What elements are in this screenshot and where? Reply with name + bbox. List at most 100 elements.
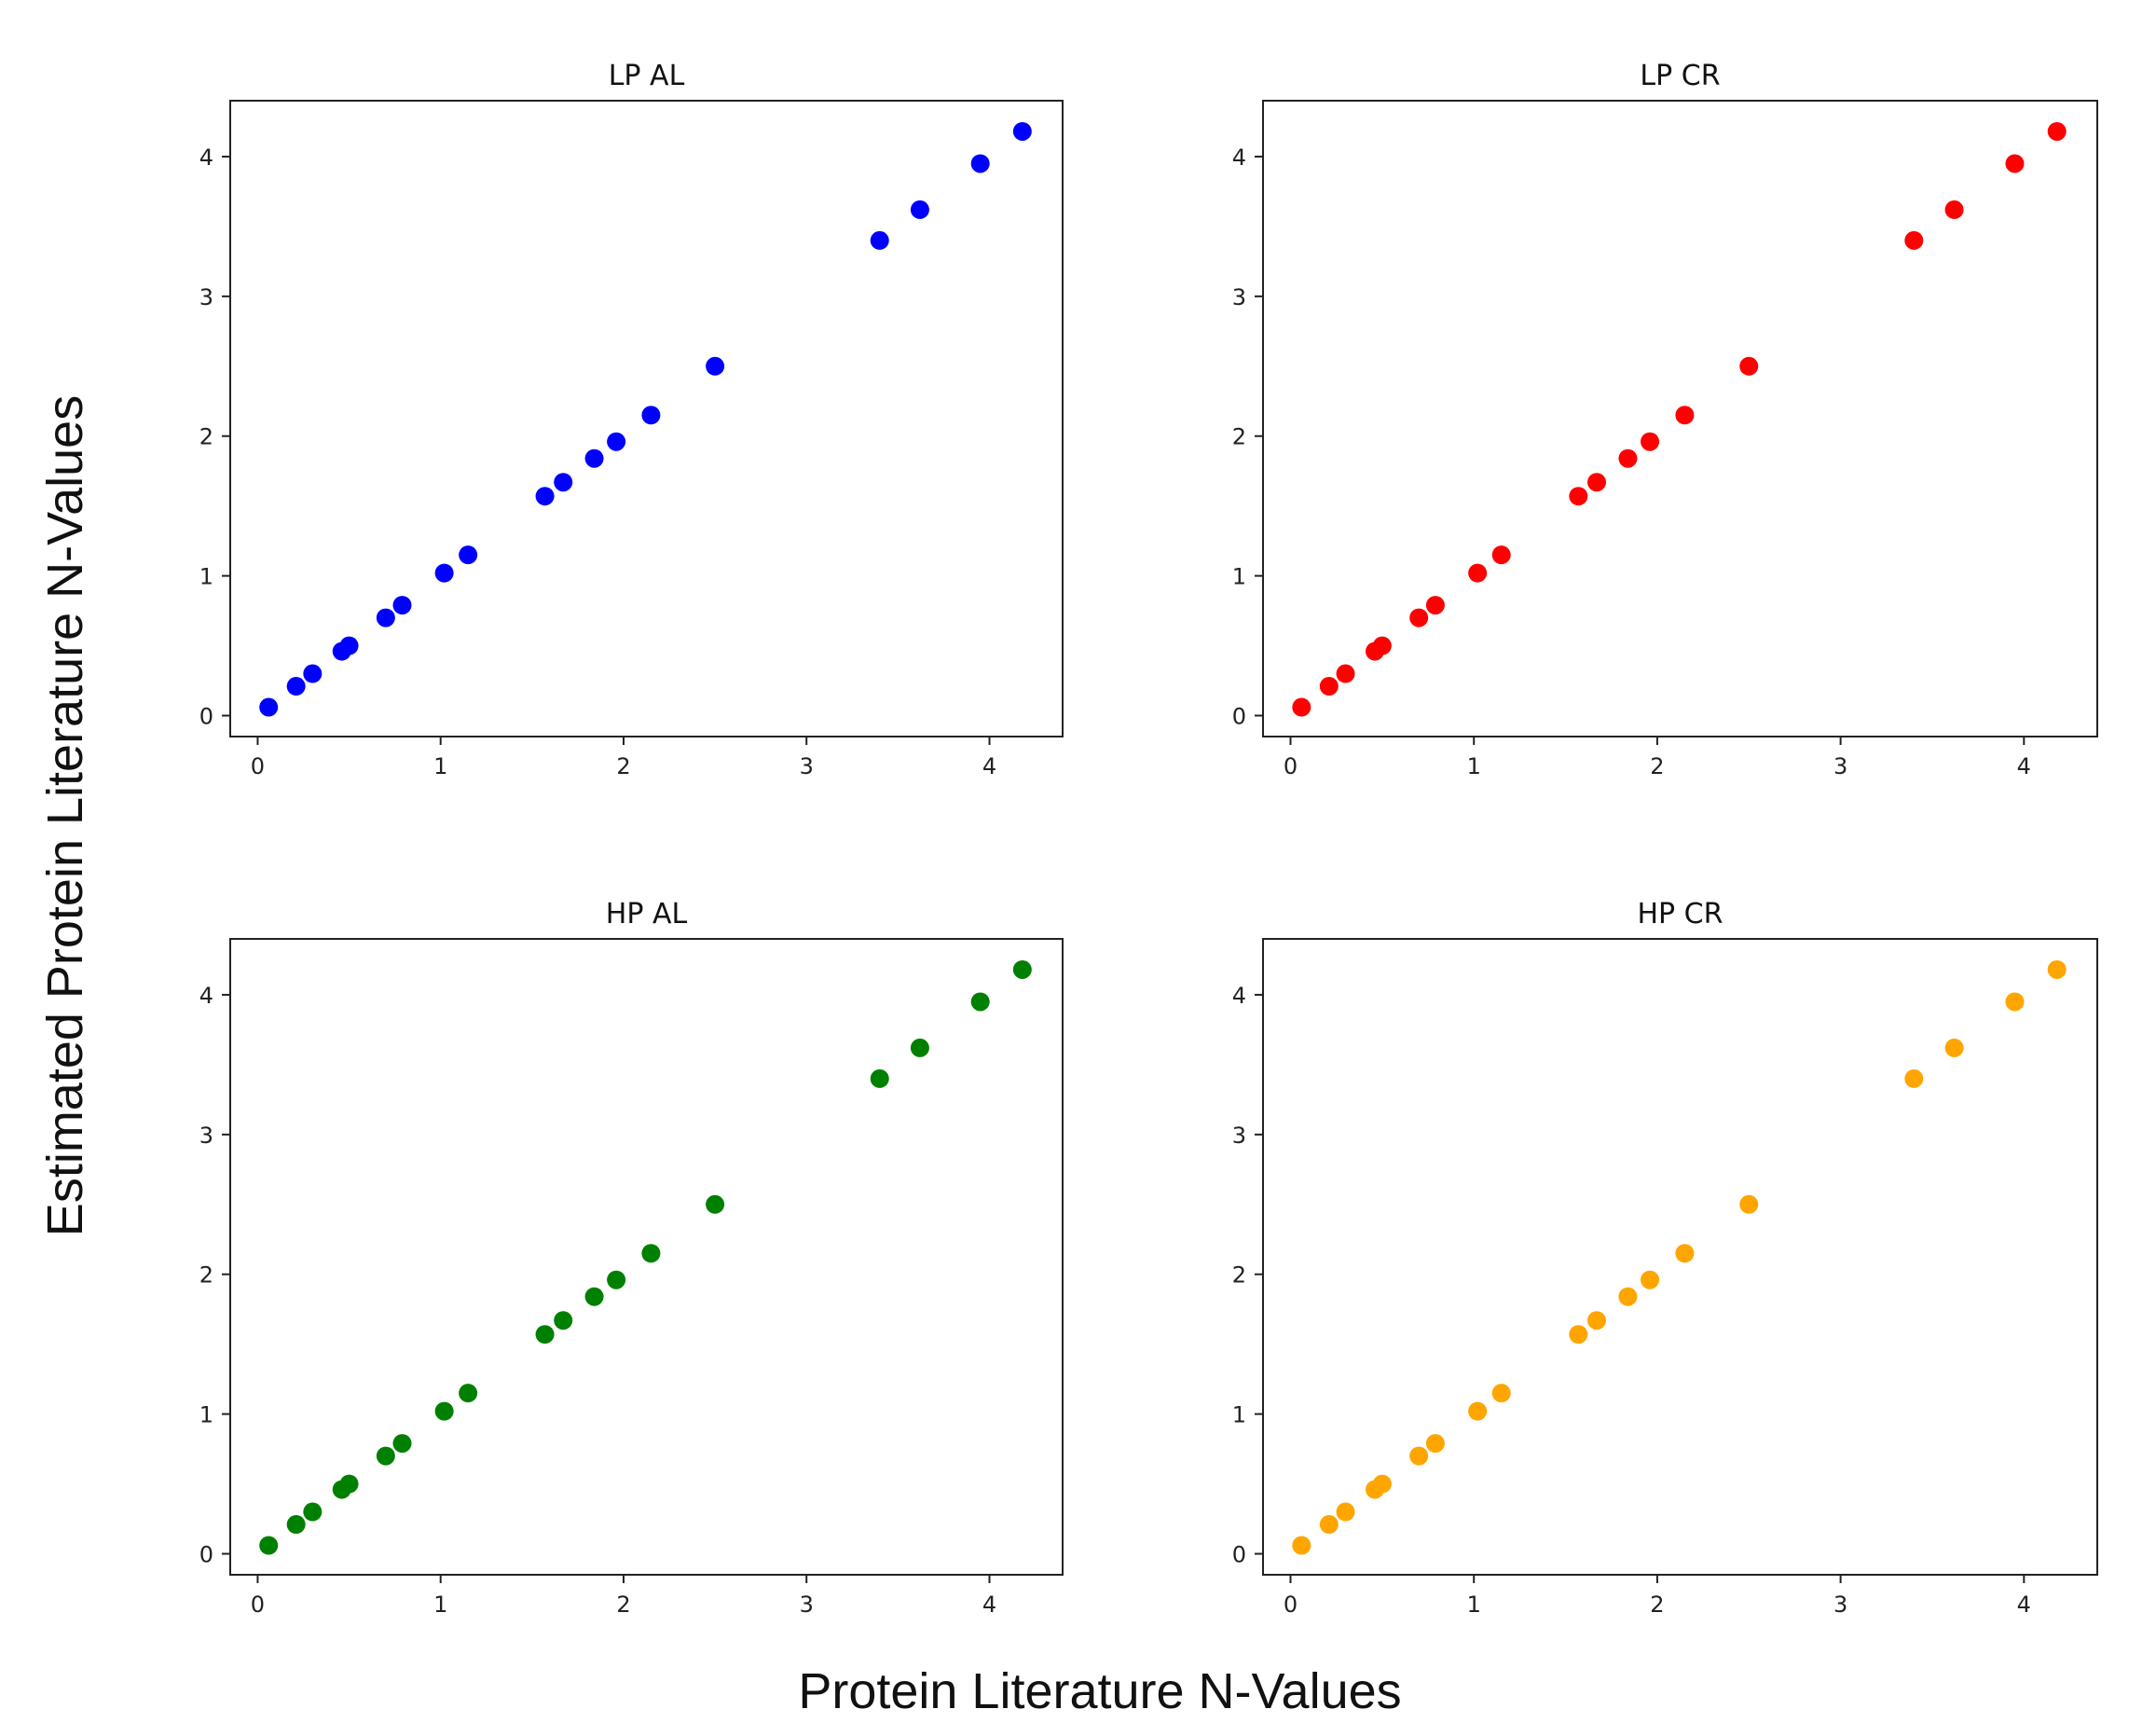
data-point — [1319, 1515, 1339, 1535]
data-point — [706, 1194, 725, 1214]
data-point — [1569, 1325, 1588, 1344]
x-tick-label: 1 — [433, 1592, 447, 1618]
y-tick-label: 3 — [199, 284, 213, 310]
axes-frame — [229, 938, 1064, 1576]
data-point — [1904, 230, 1924, 250]
data-point — [1587, 473, 1606, 492]
x-tick-label: 1 — [433, 753, 447, 779]
data-point — [970, 992, 990, 1012]
y-tick-label: 2 — [1232, 424, 1246, 450]
figure-y-axis-label: Estimated Protein Literature N-Values — [37, 395, 93, 1236]
data-point — [2005, 154, 2025, 173]
data-point — [1468, 1401, 1488, 1421]
x-tick-label: 2 — [1650, 1592, 1664, 1618]
data-point — [910, 200, 929, 219]
panel-hp-al: HP AL 0 1 2 3 4 0 1 2 3 4 — [199, 898, 1064, 1618]
data-point — [1372, 1474, 1392, 1494]
data-point — [607, 1270, 626, 1289]
panel-title-hp-cr: HP CR — [1638, 898, 1723, 930]
data-point — [1292, 1536, 1311, 1555]
y-tick-label: 0 — [1232, 704, 1246, 730]
data-point — [459, 545, 478, 565]
data-point — [1012, 121, 1032, 141]
y-tick-label: 0 — [199, 1542, 213, 1568]
panel-title-lp-cr: LP CR — [1640, 60, 1720, 92]
x-tick-label: 3 — [800, 753, 814, 779]
data-point — [1012, 959, 1032, 979]
panel-title-hp-al: HP AL — [606, 898, 688, 930]
data-point — [584, 1287, 604, 1306]
data-point — [434, 563, 454, 583]
x-tick-label: 0 — [251, 1592, 265, 1618]
data-point — [1409, 608, 1429, 627]
data-point — [1372, 636, 1392, 655]
data-point — [259, 697, 279, 717]
data-point — [1336, 1502, 1355, 1522]
data-point — [641, 1244, 661, 1263]
y-tick-label: 4 — [199, 145, 213, 171]
axes-frame — [1262, 100, 2098, 737]
panels: LP AL 0 1 2 3 4 0 1 2 3 4 LP CR 0 1 2 3 4 0 1 2 3 4 HP AL 0 1 2 3 4… — [199, 60, 2098, 1618]
data-point — [607, 432, 626, 451]
panel-lp-cr: LP CR 0 1 2 3 4 0 1 2 3 4 — [1232, 60, 2098, 779]
x-tick-label: 2 — [1650, 753, 1664, 779]
x-tick-label: 3 — [1833, 753, 1847, 779]
panel-hp-cr: HP CR 0 1 2 3 4 0 1 2 3 4 — [1232, 898, 2098, 1618]
data-point — [1425, 596, 1445, 615]
y-tick-label: 2 — [1232, 1262, 1246, 1289]
y-tick-label: 3 — [1232, 1123, 1246, 1149]
panel-title-lp-al: LP AL — [609, 60, 685, 92]
data-point — [1675, 406, 1695, 425]
data-point — [584, 448, 604, 468]
data-point — [535, 487, 555, 506]
data-point — [1425, 1434, 1445, 1454]
y-tick-label: 1 — [199, 564, 213, 590]
data-point — [1675, 1244, 1695, 1263]
x-tick-label: 3 — [1833, 1592, 1847, 1618]
data-point — [286, 677, 306, 696]
data-point — [2047, 121, 2067, 141]
data-point — [392, 596, 412, 615]
y-tick-label: 2 — [199, 1262, 213, 1289]
data-point — [554, 1311, 573, 1330]
data-point — [459, 1384, 478, 1403]
x-tick-label: 3 — [800, 1592, 814, 1618]
y-tick-label: 0 — [199, 704, 213, 730]
data-point — [1641, 432, 1660, 451]
data-point — [535, 1325, 555, 1344]
x-tick-label: 4 — [2017, 753, 2031, 779]
data-point — [1587, 1311, 1606, 1330]
y-tick-label: 4 — [199, 983, 213, 1009]
data-point — [1944, 1038, 1964, 1057]
data-point — [339, 636, 359, 655]
data-point — [706, 356, 725, 376]
x-tick-label: 2 — [616, 1592, 630, 1618]
x-tick-label: 0 — [251, 753, 265, 779]
data-point — [970, 154, 990, 173]
data-point — [1904, 1068, 1924, 1088]
data-point — [434, 1401, 454, 1421]
data-point — [910, 1038, 929, 1057]
x-tick-label: 0 — [1284, 753, 1298, 779]
data-point — [1491, 545, 1511, 565]
data-point — [1618, 1287, 1638, 1306]
y-tick-label: 2 — [199, 424, 213, 450]
y-tick-label: 0 — [1232, 1542, 1246, 1568]
y-tick-label: 1 — [1232, 1402, 1246, 1428]
axes-frame — [1262, 938, 2098, 1576]
data-point — [339, 1474, 359, 1494]
x-tick-label: 2 — [616, 753, 630, 779]
data-point — [641, 406, 661, 425]
data-point — [870, 230, 889, 250]
data-point — [1292, 697, 1311, 717]
data-point — [554, 473, 573, 492]
data-point — [303, 1502, 323, 1522]
x-tick-label: 0 — [1284, 1592, 1298, 1618]
data-point — [2047, 959, 2067, 979]
data-point — [1641, 1270, 1660, 1289]
data-point — [1569, 487, 1588, 506]
data-point — [1468, 563, 1488, 583]
data-point — [286, 1515, 306, 1535]
x-tick-label: 1 — [1467, 1592, 1481, 1618]
